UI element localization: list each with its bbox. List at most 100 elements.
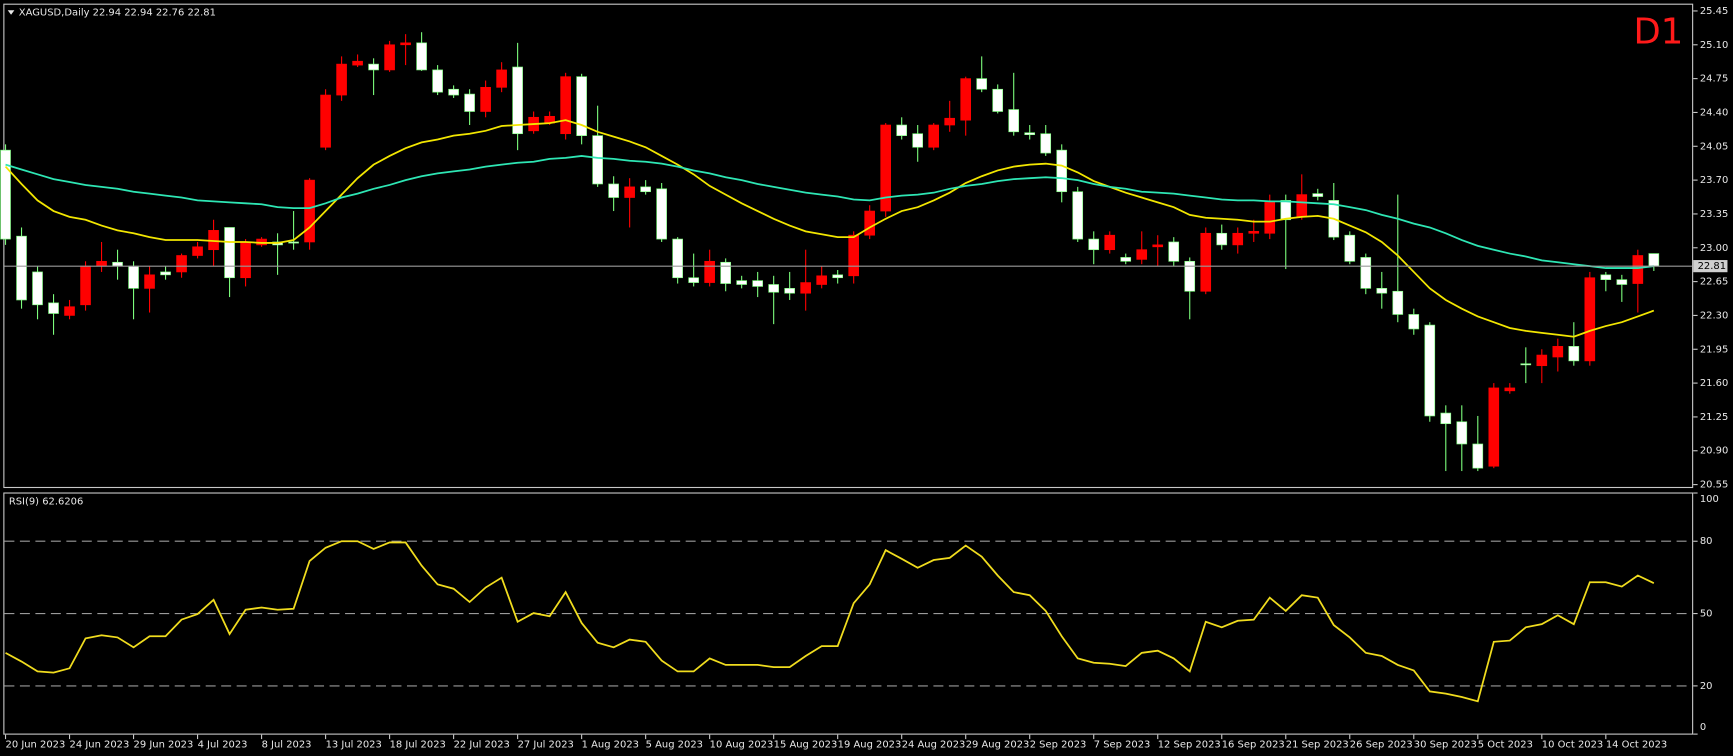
y-tick-label: 100 — [1700, 494, 1719, 505]
last-price-label: 22.81 — [1698, 261, 1726, 272]
candle-body — [1264, 202, 1276, 234]
y-tick-label: 50 — [1700, 609, 1713, 620]
x-tick-label: 15 Aug 2023 — [774, 740, 838, 751]
y-tick-label: 22.65 — [1700, 277, 1728, 288]
candle-body — [1568, 346, 1580, 362]
candle-body — [800, 282, 811, 294]
candle-body — [368, 63, 379, 71]
candle-body — [448, 88, 459, 96]
candle-body — [1200, 232, 1212, 292]
candle-body — [1376, 288, 1388, 294]
candle-body — [288, 241, 299, 244]
y-tick-label: 21.25 — [1700, 412, 1728, 423]
x-tick-label: 29 Jun 2023 — [134, 740, 194, 751]
candle-body — [736, 280, 747, 285]
candle-body — [464, 93, 475, 112]
indicator-line — [4, 119, 1655, 338]
x-tick-label: 19 Aug 2023 — [838, 740, 902, 751]
candle-body — [720, 261, 731, 284]
y-tick-label: 24.75 — [1700, 74, 1728, 85]
candle-body — [1040, 133, 1052, 154]
candle-body — [1600, 274, 1612, 281]
y-tick-label: 25.10 — [1700, 40, 1728, 51]
candle-body — [48, 302, 59, 314]
y-tick-label: 20.90 — [1700, 446, 1728, 457]
candle-body — [624, 186, 635, 198]
candle-body — [1216, 232, 1228, 246]
candle-body — [848, 234, 859, 277]
candle-body — [1072, 191, 1084, 240]
rsi-panel — [3, 492, 1694, 735]
candle-body — [480, 86, 491, 112]
x-tick-label: 2 Sep 2023 — [1030, 740, 1087, 751]
x-tick-label: 8 Jul 2023 — [262, 740, 312, 751]
x-tick-label: 7 Sep 2023 — [1094, 740, 1151, 751]
candle-body — [432, 69, 443, 93]
indicator-line — [5, 540, 1655, 703]
x-tick-label: 24 Jun 2023 — [70, 740, 130, 751]
candle-body — [336, 63, 347, 96]
candle-body — [512, 66, 523, 135]
chart-title: XAGUSD,Daily 22.94 22.94 22.76 22.81 — [19, 7, 216, 18]
x-tick-label: 16 Sep 2023 — [1222, 740, 1285, 751]
candle-body — [80, 265, 91, 306]
candle-body — [1008, 109, 1020, 133]
candle-body — [496, 69, 507, 88]
candle-body — [1312, 193, 1324, 197]
candle-body — [1536, 354, 1548, 367]
candle-body — [384, 44, 395, 71]
menu-arrow[interactable] — [7, 10, 15, 15]
candle-body — [1136, 249, 1148, 260]
x-tick-label: 10 Oct 2023 — [1542, 740, 1603, 751]
candle-body — [688, 277, 699, 283]
x-tick-label: 1 Aug 2023 — [582, 740, 639, 751]
candle-body — [1104, 234, 1116, 251]
candle-body — [1088, 238, 1100, 251]
y-tick-label: 21.95 — [1700, 344, 1728, 355]
candle-body — [768, 284, 779, 293]
y-tick-label: 23.00 — [1700, 243, 1728, 254]
candle-body — [144, 274, 155, 289]
candle-body — [32, 271, 43, 306]
candle-body — [192, 246, 203, 256]
indicator-line — [5, 155, 1654, 269]
x-tick-label: 13 Jul 2023 — [326, 740, 382, 751]
timeframe-badge: D1 — [1633, 12, 1683, 53]
candle-body — [1120, 257, 1132, 262]
candle-body — [1488, 387, 1500, 467]
y-tick-label: 24.05 — [1700, 141, 1728, 152]
x-tick-label: 30 Sep 2023 — [1414, 740, 1477, 751]
candle-body — [816, 275, 827, 285]
candle-body — [560, 76, 571, 135]
candle-body — [1520, 363, 1532, 366]
x-tick-label: 5 Oct 2023 — [1478, 740, 1533, 751]
x-tick-label: 4 Jul 2023 — [198, 740, 248, 751]
candle-body — [944, 117, 956, 126]
candle-body — [304, 179, 315, 243]
y-tick-label: 20.55 — [1700, 480, 1728, 491]
candle-body — [320, 94, 331, 148]
candle-body — [784, 288, 795, 294]
y-tick-label: 22.30 — [1700, 310, 1728, 321]
candle-body — [0, 149, 11, 240]
candle-body — [928, 124, 940, 148]
x-tick-label: 29 Aug 2023 — [966, 740, 1030, 751]
x-tick-label: 22 Jul 2023 — [454, 740, 510, 751]
candle-body — [1504, 387, 1516, 392]
candle-body — [704, 260, 715, 283]
candle-body — [1424, 324, 1436, 417]
candle-body — [1648, 253, 1660, 267]
candle-body — [1232, 232, 1244, 246]
x-tick-label: 5 Aug 2023 — [646, 740, 703, 751]
y-tick-label: 80 — [1700, 536, 1713, 547]
candle-body — [400, 42, 411, 46]
x-tick-label: 12 Sep 2023 — [1158, 740, 1221, 751]
candle-body — [960, 78, 972, 121]
candle-body — [1632, 255, 1644, 284]
candle-body — [656, 188, 667, 240]
candle-body — [240, 241, 251, 279]
y-tick-label: 25.45 — [1700, 6, 1728, 17]
y-tick-label: 23.35 — [1700, 209, 1728, 220]
